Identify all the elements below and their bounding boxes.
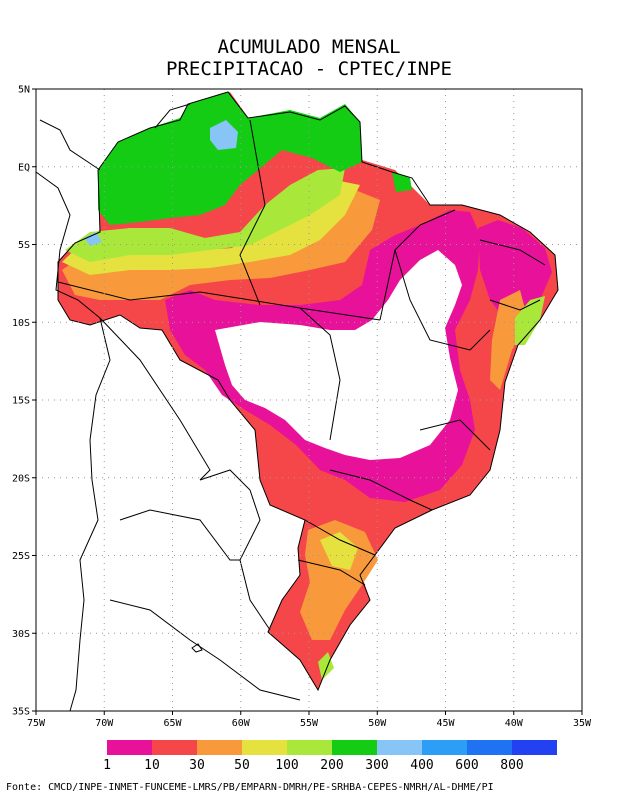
lat-tick-label: 25S bbox=[12, 551, 30, 562]
lagoon bbox=[191, 643, 203, 653]
lon-tick-label: 70W bbox=[95, 718, 114, 729]
legend-swatch bbox=[107, 740, 152, 755]
neighbor-border-5 bbox=[154, 103, 191, 129]
neighbor-border-2 bbox=[99, 317, 211, 481]
lon-tick-label: 60W bbox=[232, 718, 251, 729]
lon-tick-label: 40W bbox=[505, 718, 524, 729]
legend-swatch bbox=[422, 740, 467, 755]
legend-threshold-label: 10 bbox=[144, 758, 160, 773]
lat-tick-label: 5N bbox=[18, 85, 30, 96]
lon-tick-label: 75W bbox=[27, 718, 46, 729]
color-legend: 1 10 30 50 100 200 300 400 600 800 bbox=[103, 740, 557, 773]
map-title-line2: PRECIPITACAO - CPTEC/INPE bbox=[166, 58, 452, 80]
state-border-5 bbox=[394, 249, 491, 351]
lon-tick-label: 35W bbox=[573, 718, 592, 729]
lat-tick-label: 15S bbox=[12, 396, 30, 407]
legend-swatch bbox=[467, 740, 512, 755]
gridlines bbox=[36, 89, 583, 711]
neighbor-border-1 bbox=[199, 469, 271, 631]
legend-swatch bbox=[332, 740, 377, 755]
precip-band-green bbox=[98, 92, 362, 225]
dry-interior bbox=[215, 250, 462, 460]
state-border-1 bbox=[57, 281, 381, 321]
data-source-note: Fonte: CMCD/INPE-INMET-FUNCEME-LMRS/PB/E… bbox=[6, 782, 494, 793]
south-america-coast bbox=[35, 171, 111, 712]
state-border-6 bbox=[419, 419, 491, 451]
legend-threshold-label: 1 bbox=[103, 758, 111, 773]
state-border-3 bbox=[299, 307, 341, 441]
precip-band-lightblue bbox=[210, 120, 238, 150]
lat-tick-label: 35S bbox=[12, 707, 30, 718]
legend-swatch bbox=[197, 740, 242, 755]
lon-tick-label: 55W bbox=[300, 718, 319, 729]
legend-threshold-label: 100 bbox=[275, 758, 298, 773]
state-border-10 bbox=[479, 239, 546, 266]
legend-threshold-label: 800 bbox=[500, 758, 523, 773]
precip-band-lightgreen-coast bbox=[515, 296, 545, 345]
legend-threshold-label: 400 bbox=[410, 758, 433, 773]
lat-tick-label: 30S bbox=[12, 629, 30, 640]
precipitation-field bbox=[58, 92, 558, 690]
country-borders bbox=[35, 91, 559, 712]
state-border-4 bbox=[379, 209, 456, 321]
lat-tick-label: EQ bbox=[18, 162, 30, 173]
state-border-2 bbox=[239, 119, 266, 306]
precip-band-orange-south bbox=[300, 520, 378, 640]
lat-tick-labels: 5N EQ 5S 10S 15S 20S 25S 30S 35S bbox=[12, 85, 36, 718]
map-title-line1: ACUMULADO MENSAL bbox=[217, 36, 401, 58]
legend-swatch bbox=[152, 740, 197, 755]
neighbor-border-3 bbox=[119, 509, 240, 561]
lat-tick-label: 10S bbox=[12, 318, 30, 329]
lon-tick-label: 45W bbox=[436, 718, 455, 729]
precip-band-yellow-sw bbox=[320, 532, 358, 570]
brazil-outline bbox=[57, 91, 559, 692]
state-border-11 bbox=[489, 299, 541, 311]
legend-threshold-label: 200 bbox=[320, 758, 343, 773]
lon-tick-label: 50W bbox=[368, 718, 387, 729]
state-border-9 bbox=[297, 559, 366, 586]
legend-swatch bbox=[287, 740, 332, 755]
state-border-7 bbox=[329, 469, 433, 511]
precip-band-magenta-ne bbox=[478, 220, 552, 320]
precip-band-lightgreen bbox=[65, 168, 345, 262]
legend-threshold-label: 600 bbox=[455, 758, 478, 773]
neighbor-border-4 bbox=[109, 599, 301, 701]
legend-threshold-label: 30 bbox=[189, 758, 205, 773]
lon-tick-labels: 75W 70W 65W 60W 55W 50W 45W 40W 35W bbox=[27, 711, 592, 729]
legend-threshold-label: 300 bbox=[365, 758, 388, 773]
lon-tick-label: 65W bbox=[163, 718, 182, 729]
neighbor-border-6 bbox=[39, 119, 101, 171]
legend-swatch bbox=[512, 740, 557, 755]
legend-threshold-label: 50 bbox=[234, 758, 250, 773]
lat-tick-label: 5S bbox=[18, 240, 30, 251]
state-border-8 bbox=[304, 519, 376, 556]
legend-swatch bbox=[242, 740, 287, 755]
lat-tick-label: 20S bbox=[12, 473, 30, 484]
legend-swatch bbox=[377, 740, 422, 755]
precip-band-lightblue-2 bbox=[84, 232, 102, 246]
